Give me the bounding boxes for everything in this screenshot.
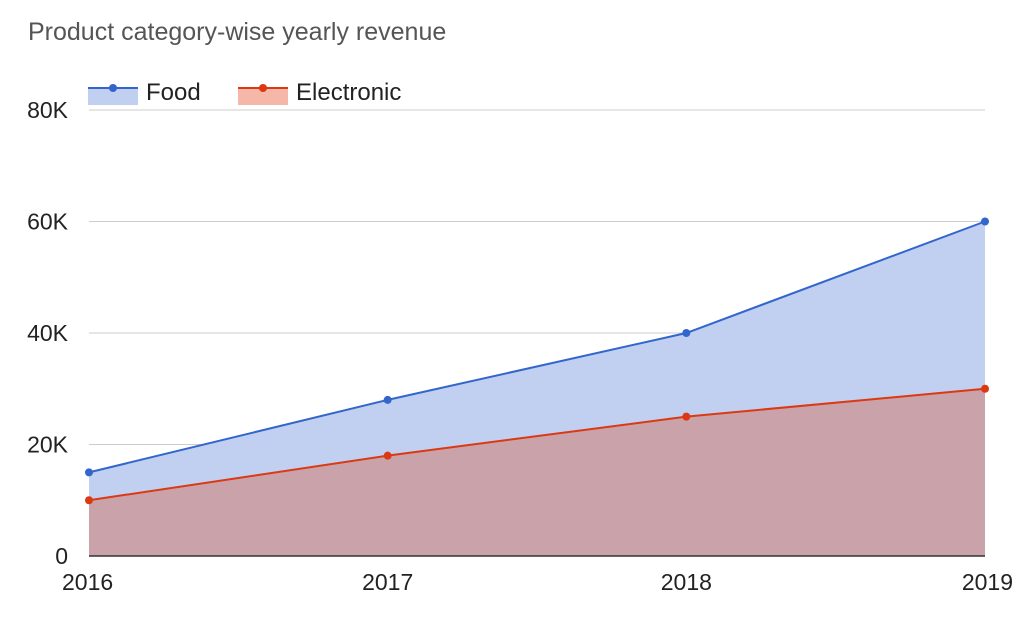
x-tick-label-2016: 2016 [62,569,113,595]
point-electronic-2016 [85,496,93,505]
x-tick-label-2019: 2019 [962,569,1013,595]
area-electronic [89,388,985,556]
point-electronic-2019 [981,384,989,393]
y-tick-label-0: 0 [55,543,68,569]
legend-swatch-electronic [238,84,288,105]
legend-label-food: Food [146,79,201,106]
point-food-2016 [85,468,93,477]
y-tick-label-1: 20K [27,432,69,458]
y-tick-label-3: 60K [27,209,69,235]
point-electronic-2018 [682,412,691,421]
point-food-2017 [383,395,392,404]
x-tick-label-2018: 2018 [661,569,712,595]
legend-swatch-food [88,84,138,105]
point-food-2018 [682,329,691,337]
y-tick-label-2: 40K [27,320,69,346]
x-tick-label-2017: 2017 [362,569,413,595]
point-food-2019 [981,217,989,226]
line-electronic [88,387,986,502]
y-tick-label-4: 80K [27,97,69,123]
point-electronic-2017 [383,451,392,460]
chart-title: Product category-wise yearly revenue [28,18,447,46]
legend-label-electronic: Electronic [296,79,402,106]
line-food [88,220,986,474]
